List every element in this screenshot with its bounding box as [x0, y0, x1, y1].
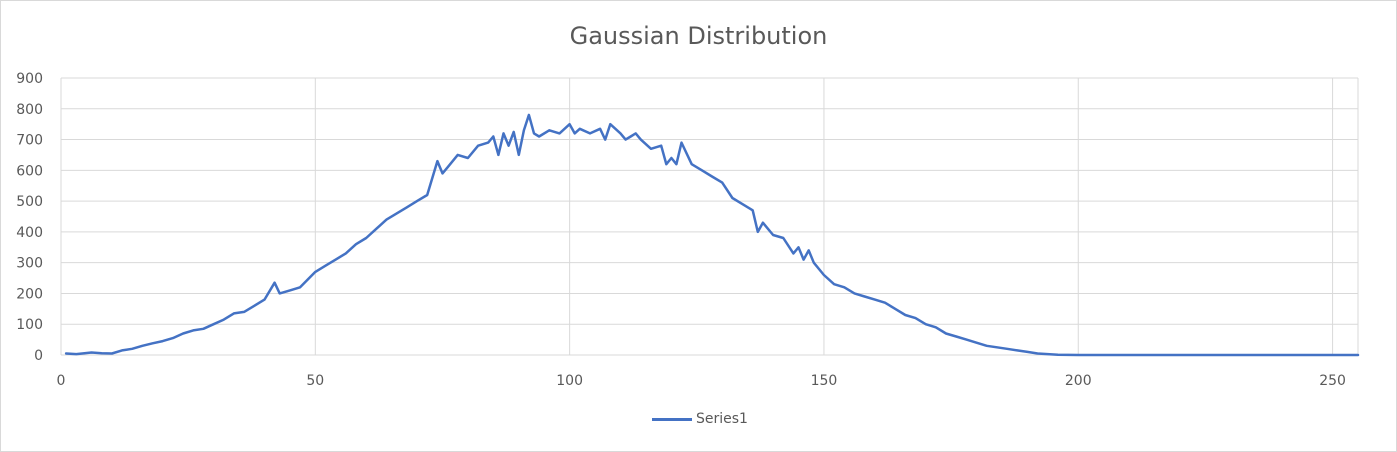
legend-label: Series1	[696, 411, 748, 427]
tick-layer: 0 100 200 300 400 500 600 700 800 900 0 50 100 150 200…	[16, 71, 1346, 389]
grid-layer	[60, 77, 1359, 356]
x-tick-label: 150	[811, 373, 838, 389]
y-tick-label: 600	[16, 163, 43, 179]
x-tick-label: 250	[1319, 373, 1346, 389]
legend-swatch	[652, 417, 692, 421]
x-tick-label: 50	[306, 373, 324, 389]
series-line-1	[64, 113, 1360, 357]
x-tick-label: 200	[1065, 373, 1092, 389]
y-tick-label: 0	[34, 348, 43, 364]
y-tick-label: 400	[16, 225, 43, 241]
y-tick-label: 700	[16, 133, 43, 149]
y-tick-label: 300	[16, 256, 43, 272]
y-tick-label: 500	[16, 194, 43, 210]
y-tick-label: 800	[16, 102, 43, 118]
y-tick-label: 200	[16, 286, 43, 302]
series-layer	[64, 113, 1360, 357]
legend: Series1	[652, 411, 748, 427]
y-tick-label: 900	[16, 71, 43, 87]
x-tick-label: 0	[57, 373, 66, 389]
y-tick-label: 100	[16, 317, 43, 333]
chart-title: Gaussian Distribution	[569, 22, 828, 50]
x-tick-label: 100	[556, 373, 583, 389]
